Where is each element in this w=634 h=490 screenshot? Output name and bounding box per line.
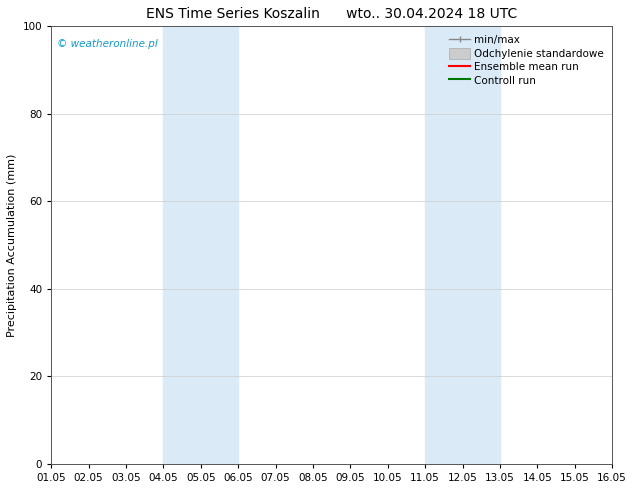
Bar — [164, 26, 238, 464]
Text: © weatheronline.pl: © weatheronline.pl — [57, 39, 157, 49]
Title: ENS Time Series Koszalin      wto.. 30.04.2024 18 UTC: ENS Time Series Koszalin wto.. 30.04.202… — [146, 7, 517, 21]
Bar — [425, 26, 500, 464]
Y-axis label: Precipitation Accumulation (mm): Precipitation Accumulation (mm) — [7, 153, 17, 337]
Legend: min/max, Odchylenie standardowe, Ensemble mean run, Controll run: min/max, Odchylenie standardowe, Ensembl… — [446, 31, 607, 89]
